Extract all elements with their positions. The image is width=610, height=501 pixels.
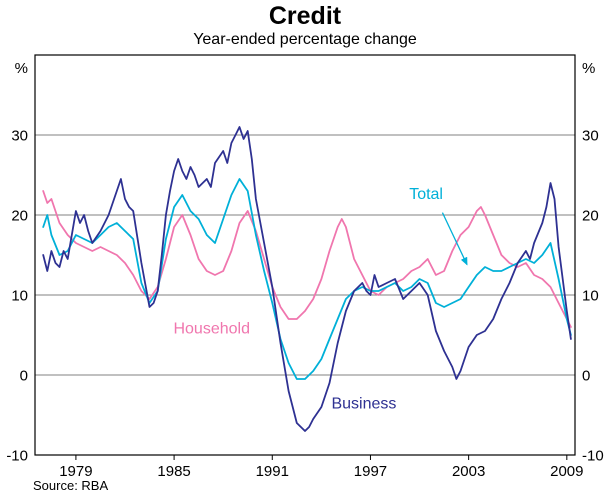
chart-title: Credit [268, 2, 342, 30]
x-axis-label-1979: 1979 [59, 463, 92, 480]
chart-subtitle: Year-ended percentage change [193, 31, 417, 48]
series-label-business: Business [331, 396, 396, 413]
plot-border [34, 54, 576, 456]
y-axis-label-left-30: 30 [11, 127, 28, 144]
y-axis-label-left-20: 20 [11, 207, 28, 224]
x-axis-label-1997: 1997 [354, 463, 387, 480]
series-label-household: Household [173, 320, 250, 337]
x-axis-label-1985: 1985 [157, 463, 190, 480]
y-axis-unit-left: % [15, 60, 28, 77]
x-axis-label-1991: 1991 [256, 463, 289, 480]
y-axis-label-right-20: 20 [582, 207, 599, 224]
x-axis-label-2003: 2003 [452, 463, 485, 480]
y-axis-label-right-30: 30 [582, 127, 599, 144]
y-axis-label-left-0: 0 [20, 367, 28, 384]
series-label-total: Total [409, 186, 443, 203]
series-line-total [42, 178, 572, 380]
series-line-business [42, 126, 572, 432]
annotation-arrow-total [441, 212, 468, 266]
y-axis-unit-right: % [582, 60, 595, 77]
series-line-household [42, 190, 572, 328]
y-axis-label-right-0: 0 [582, 367, 590, 384]
y-axis-label-left-10: 10 [11, 287, 28, 304]
y-axis-label-right-10: 10 [582, 287, 599, 304]
y-axis-label-left--10: -10 [6, 447, 28, 464]
source-note: Source: RBA [33, 478, 109, 493]
y-axis-label-right--10: -10 [582, 447, 604, 464]
x-axis-label-2009: 2009 [550, 463, 583, 480]
